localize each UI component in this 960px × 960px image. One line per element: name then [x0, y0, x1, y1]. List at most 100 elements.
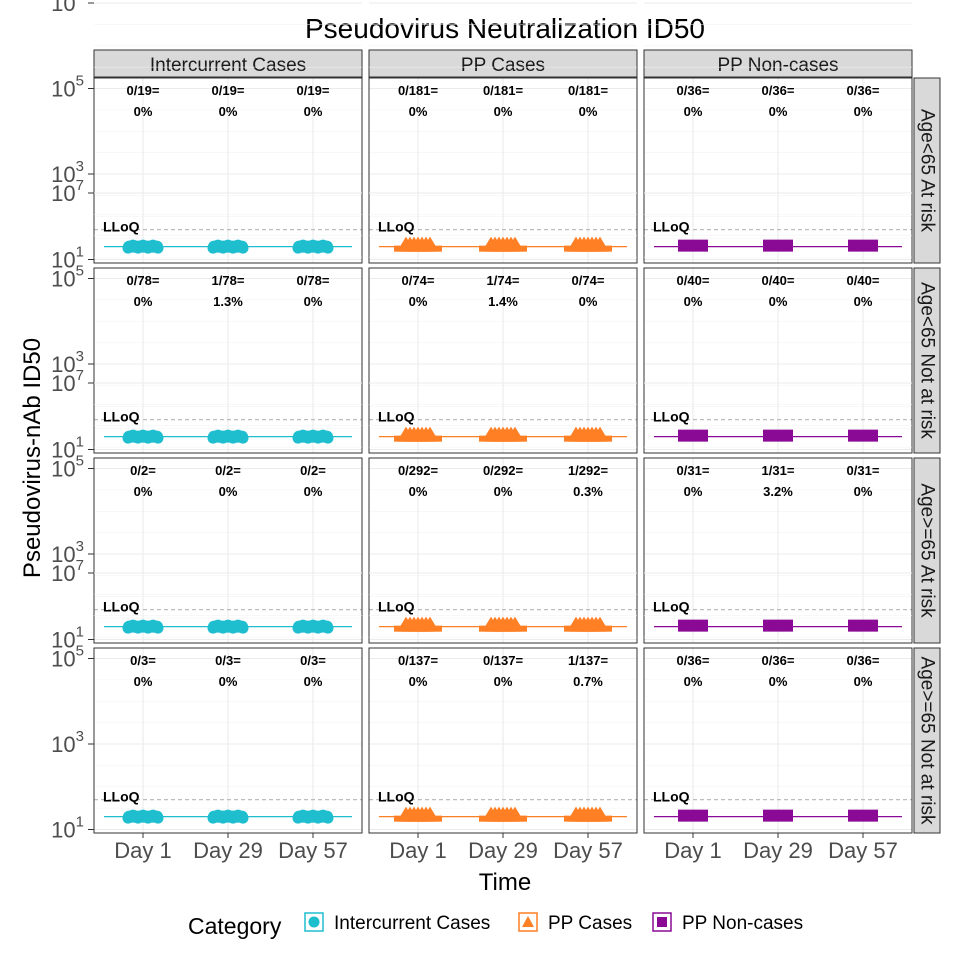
response-count: 0/36= — [677, 653, 710, 668]
response-percent: 0% — [219, 674, 238, 689]
response-percent: 0% — [409, 674, 428, 689]
panel-border — [368, 267, 638, 454]
legend-label: PP Non-cases — [682, 913, 803, 934]
response-count: 0/137= — [398, 653, 439, 668]
y-tick-label: 101 — [51, 434, 84, 463]
facet-panel: LLoQ 0/36= 0% 0/36= 0% 0/36= 0% — [643, 572, 913, 834]
lloq-label: LLoQ — [653, 219, 690, 235]
circle-marker — [237, 812, 249, 824]
data-marker-cluster — [479, 236, 527, 252]
data-marker-cluster — [292, 809, 334, 824]
data-marker-cluster — [394, 236, 442, 252]
response-count: 0/3= — [215, 653, 241, 668]
panel-border — [368, 77, 638, 264]
data-marker-cluster — [763, 809, 793, 822]
response-count: 0/40= — [677, 273, 710, 288]
facet-panel: LLoQ 0/292= 0% 0/292= 0% 1/292= 0.3% — [368, 382, 638, 644]
response-count: 0/2= — [215, 463, 241, 478]
response-percent: 0% — [409, 294, 428, 309]
data-marker-cluster — [678, 239, 708, 252]
facet-panel: LLoQ 0/40= 0% 0/40= 0% 0/40= 0% — [643, 192, 913, 454]
y-tick-label: 107 — [51, 557, 84, 586]
row-strip — [913, 647, 941, 834]
response-percent: 0% — [769, 294, 788, 309]
response-percent: 0% — [579, 294, 598, 309]
lloq-label: LLoQ — [103, 789, 140, 805]
legend-key — [652, 912, 672, 932]
y-tick-label: 105 — [51, 643, 84, 672]
chart-title: Pseudovirus Neutralization ID50 — [305, 13, 705, 44]
response-count: 0/31= — [677, 463, 710, 478]
y-tick-label: 105 — [51, 73, 84, 102]
response-percent: 0% — [134, 674, 153, 689]
response-percent: 1.3% — [213, 294, 243, 309]
panel-border — [93, 77, 363, 264]
data-marker-cluster — [207, 809, 249, 824]
marker-cluster-body — [564, 435, 612, 442]
data-marker-cluster — [394, 616, 442, 632]
legend-label: Intercurrent Cases — [334, 913, 490, 934]
lloq-label: LLoQ — [378, 219, 415, 235]
x-tick-label: Day 1 — [114, 838, 171, 863]
circle-marker — [152, 812, 164, 824]
response-percent: 0% — [494, 484, 513, 499]
square-marker — [678, 809, 708, 822]
square-marker — [763, 429, 793, 442]
square-marker — [848, 239, 878, 252]
data-marker-cluster — [122, 429, 164, 444]
row-strip — [913, 267, 941, 454]
response-count: 0/3= — [130, 653, 156, 668]
facet-panel: LLoQ 0/36= 0% 0/36= 0% 0/36= 0% — [643, 2, 913, 264]
response-percent: 0% — [409, 484, 428, 499]
data-marker-cluster — [292, 429, 334, 444]
column-strip-label: Intercurrent Cases — [150, 55, 306, 76]
response-percent: 0% — [219, 104, 238, 119]
circle-marker — [152, 622, 164, 634]
data-marker-cluster — [848, 619, 878, 632]
data-marker-cluster — [479, 426, 527, 442]
data-marker-cluster — [678, 809, 708, 822]
square-marker — [848, 429, 878, 442]
response-percent: 0% — [854, 294, 873, 309]
response-percent: 0% — [854, 484, 873, 499]
response-count: 0/19= — [127, 83, 160, 98]
response-percent: 0% — [304, 674, 323, 689]
circle-marker — [237, 242, 249, 254]
response-count: 0/181= — [568, 83, 609, 98]
response-count: 1/78= — [212, 273, 245, 288]
y-tick-label: 101 — [51, 624, 84, 653]
y-tick-label: 107 — [51, 367, 84, 396]
legend-triangle-symbol — [522, 916, 534, 927]
response-count: 0/36= — [847, 653, 880, 668]
row-strip-label: Age>=65 At risk — [917, 483, 938, 618]
response-count: 0/181= — [398, 83, 439, 98]
data-marker-cluster — [564, 236, 612, 252]
data-marker-cluster — [763, 429, 793, 442]
response-percent: 0% — [769, 104, 788, 119]
lloq-label: LLoQ — [378, 599, 415, 615]
response-count: 0/36= — [847, 83, 880, 98]
facet-panel: LLoQ 0/74= 0% 1/74= 1.4% 0/74= 0% — [368, 192, 638, 454]
data-marker-cluster — [763, 239, 793, 252]
data-marker-cluster — [207, 429, 249, 444]
lloq-label: LLoQ — [653, 599, 690, 615]
square-marker — [763, 809, 793, 822]
response-count: 0/292= — [483, 463, 524, 478]
circle-marker — [152, 432, 164, 444]
x-tick-label: Day 57 — [278, 838, 348, 863]
marker-cluster-body — [394, 435, 442, 442]
data-marker-cluster — [479, 806, 527, 822]
response-count: 1/292= — [568, 463, 609, 478]
column-strip — [93, 49, 363, 78]
square-marker — [848, 809, 878, 822]
lloq-label: LLoQ — [378, 409, 415, 425]
facet-panel: LLoQ 0/3= 0% 0/3= 0% 0/3= 0% — [93, 572, 363, 834]
column-strip — [368, 49, 638, 78]
response-count: 1/137= — [568, 653, 609, 668]
response-percent: 0% — [494, 104, 513, 119]
legend: Category Intercurrent Cases PP Cases PP Non… — [188, 912, 803, 939]
response-percent: 0% — [219, 484, 238, 499]
response-count: 1/31= — [762, 463, 795, 478]
square-marker — [763, 239, 793, 252]
